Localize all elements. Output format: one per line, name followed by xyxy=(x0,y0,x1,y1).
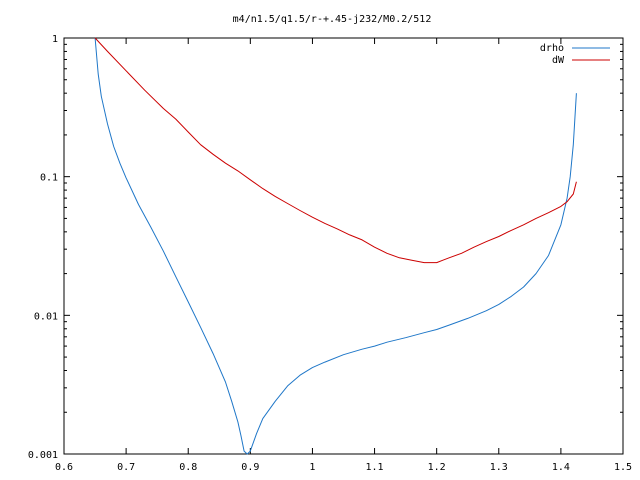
chart-title: m4/n1.5/q1.5/r-+.45-j232/M0.2/512 xyxy=(233,14,432,25)
legend-label-dw: dW xyxy=(552,55,565,66)
x-tick-label: 0.6 xyxy=(55,462,73,473)
series-line-drho xyxy=(94,37,577,455)
x-tick-label: 1 xyxy=(309,462,315,473)
x-tick-label: 1.4 xyxy=(552,462,570,473)
legend-label-drho: drho xyxy=(540,43,564,54)
x-tick-label: 1.3 xyxy=(490,462,508,473)
y-tick-label: 1 xyxy=(52,34,58,45)
y-tick-label: 0.01 xyxy=(34,311,58,322)
series-line-dw xyxy=(94,37,577,264)
axes: 0.6 0.7 0.8 0.9 1 1.1 1.2 1.3 1.4 1.5 1 0.1 0.01 0.00… xyxy=(28,34,632,473)
y-tick-label: 0.1 xyxy=(40,173,58,184)
series-layer xyxy=(94,37,577,455)
x-tick-label: 0.9 xyxy=(241,462,259,473)
plot-frame xyxy=(63,37,624,455)
y-tick-label: 0.001 xyxy=(28,450,58,461)
x-tick-label: 0.8 xyxy=(179,462,197,473)
x-tick-label: 0.7 xyxy=(117,462,135,473)
x-tick-label: 1.1 xyxy=(366,462,384,473)
x-tick-label: 1.5 xyxy=(614,462,632,473)
x-tick-label: 1.2 xyxy=(428,462,446,473)
